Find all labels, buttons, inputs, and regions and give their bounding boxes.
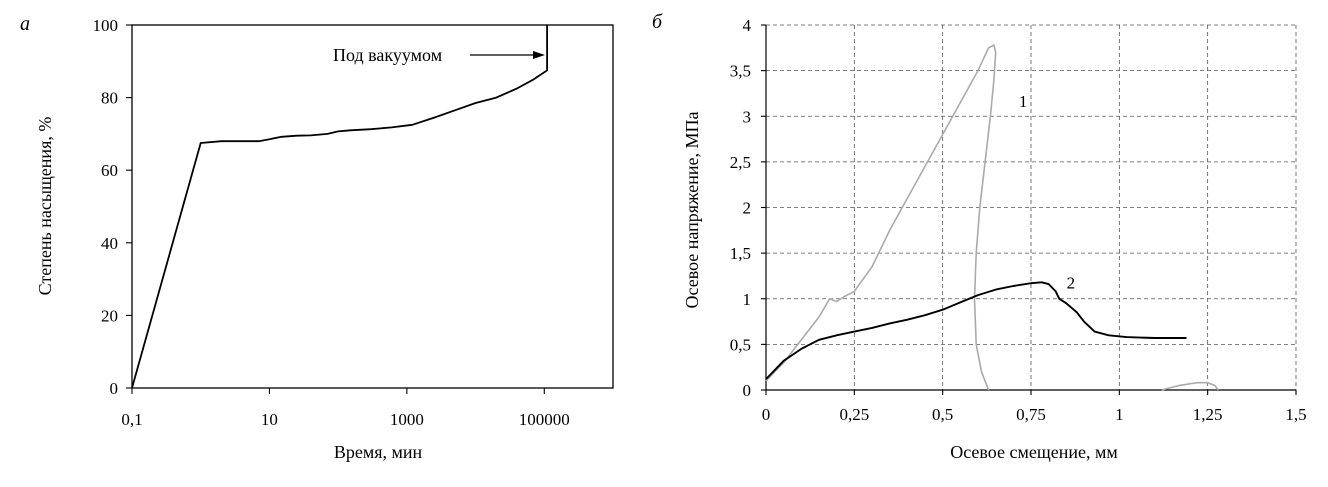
panel-a-y-tick-labels: 0 20 40 60 80 100 [93, 16, 132, 398]
panel-a-x-tick-label: 0,1 [121, 410, 142, 429]
panel-a-x-axis-label: Время, мин [334, 442, 423, 462]
panel-b-y-tick-label: 0,5 [730, 335, 751, 354]
panel-a-y-tick-label: 80 [101, 89, 118, 108]
panel-a-y-tick-label: 20 [101, 306, 118, 325]
panel-a-y-tick-label: 40 [101, 234, 118, 253]
panel-a-series [131, 25, 548, 389]
panel-a: а 0 20 40 60 80 100 0,1 10 1000 100000 Время, ми… [20, 13, 614, 462]
panel-b-y-axis-label: Осевое напряжение, МПа [682, 111, 702, 308]
panel-a-y-axis-label: Степень насыщения, % [35, 117, 55, 296]
panel-b-grid [766, 24, 1297, 390]
panel-a-y-tick-label: 100 [93, 16, 119, 35]
panel-b-y-tick-labels: 0 0,5 1 1,5 2 2,5 3 3,5 4 [730, 16, 766, 400]
panel-a-series-line [131, 25, 548, 389]
panel-b-series-line [765, 281, 1187, 380]
panel-b-series-labels: 12 [1019, 92, 1075, 292]
panel-b-series-label: 2 [1067, 273, 1076, 292]
panel-b-y-tick-label: 2,5 [730, 153, 751, 172]
panel-b-series-line [1161, 381, 1219, 391]
panel-a-x-tick-label: 100000 [519, 410, 570, 429]
panel-b-x-tick-label: 0,25 [839, 405, 869, 424]
panel-b-series-label: 1 [1019, 92, 1028, 111]
panel-b-letter: б [652, 11, 663, 33]
panel-a-x-tick-label: 1000 [390, 410, 424, 429]
panel-a-x-tick-label: 10 [261, 410, 278, 429]
panel-a-letter: а [20, 13, 30, 35]
panel-b-y-tick-label: 3 [743, 107, 752, 126]
panel-b-x-tick-label: 1,5 [1285, 405, 1306, 424]
panel-a-y-tick-label: 0 [110, 379, 119, 398]
panel-b-x-tick-label: 0,75 [1016, 405, 1046, 424]
panel-b-x-tick-label: 1,25 [1193, 405, 1223, 424]
panel-b-y-tick-label: 2 [743, 199, 752, 218]
panel-b-y-tick-label: 1,5 [730, 244, 751, 263]
panel-b-y-tick-label: 3,5 [730, 62, 751, 81]
panel-a-y-tick-label: 60 [101, 161, 118, 180]
panel-a-annotation: Под вакуумом [333, 45, 442, 65]
panel-b-x-tick-label: 1 [1115, 405, 1124, 424]
panel-b-series [765, 44, 1219, 391]
panel-b-y-tick-label: 1 [743, 290, 752, 309]
panel-b-series-line [765, 44, 997, 391]
panel-b-y-tick-label: 0 [743, 381, 752, 400]
panel-b-x-tick-label: 0,5 [932, 405, 953, 424]
panel-b-x-tick-label: 0 [762, 405, 771, 424]
panel-a-plot-frame [131, 24, 614, 389]
panel-b: б 0 0,5 1 1,5 2 2,5 3 3,5 4 0 0,25 0,5 0,75 1 1,25 1,5… [652, 11, 1307, 462]
panel-b-x-tick-labels: 0 0,25 0,5 0,75 1 1,25 1,5 [762, 390, 1307, 424]
panel-b-x-axis-label: Осевое смещение, мм [950, 442, 1118, 462]
panel-a-annotation-arrow-head [533, 51, 545, 59]
panel-b-y-tick-label: 4 [743, 16, 752, 35]
panel-a-x-tick-labels: 0,1 10 1000 100000 [121, 388, 570, 429]
